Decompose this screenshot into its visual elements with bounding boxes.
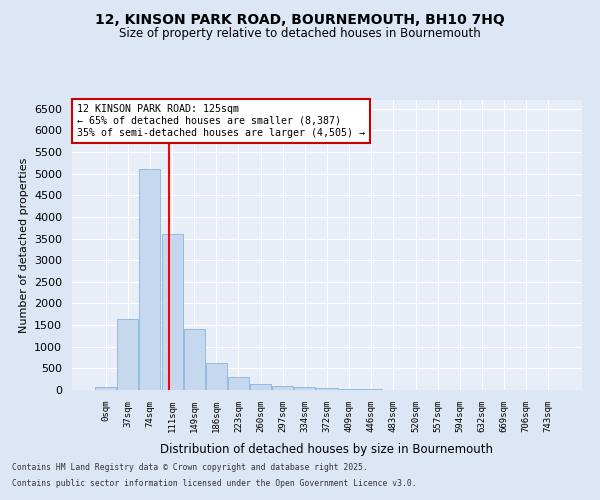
Bar xyxy=(206,363,227,390)
Bar xyxy=(338,388,359,390)
Text: Distribution of detached houses by size in Bournemouth: Distribution of detached houses by size … xyxy=(161,442,493,456)
Bar xyxy=(316,388,338,390)
Bar xyxy=(95,387,116,390)
Bar xyxy=(250,384,271,390)
Bar xyxy=(295,387,316,390)
Bar xyxy=(228,376,249,390)
Bar xyxy=(161,234,182,390)
Bar xyxy=(118,318,139,390)
Bar xyxy=(139,170,160,390)
Y-axis label: Number of detached properties: Number of detached properties xyxy=(19,158,29,332)
Bar xyxy=(272,386,293,390)
Text: Contains public sector information licensed under the Open Government Licence v3: Contains public sector information licen… xyxy=(12,478,416,488)
Text: Size of property relative to detached houses in Bournemouth: Size of property relative to detached ho… xyxy=(119,28,481,40)
Text: Contains HM Land Registry data © Crown copyright and database right 2025.: Contains HM Land Registry data © Crown c… xyxy=(12,464,368,472)
Bar xyxy=(184,328,205,390)
Text: 12, KINSON PARK ROAD, BOURNEMOUTH, BH10 7HQ: 12, KINSON PARK ROAD, BOURNEMOUTH, BH10 … xyxy=(95,12,505,26)
Text: 12 KINSON PARK ROAD: 125sqm
← 65% of detached houses are smaller (8,387)
35% of : 12 KINSON PARK ROAD: 125sqm ← 65% of det… xyxy=(77,104,365,138)
